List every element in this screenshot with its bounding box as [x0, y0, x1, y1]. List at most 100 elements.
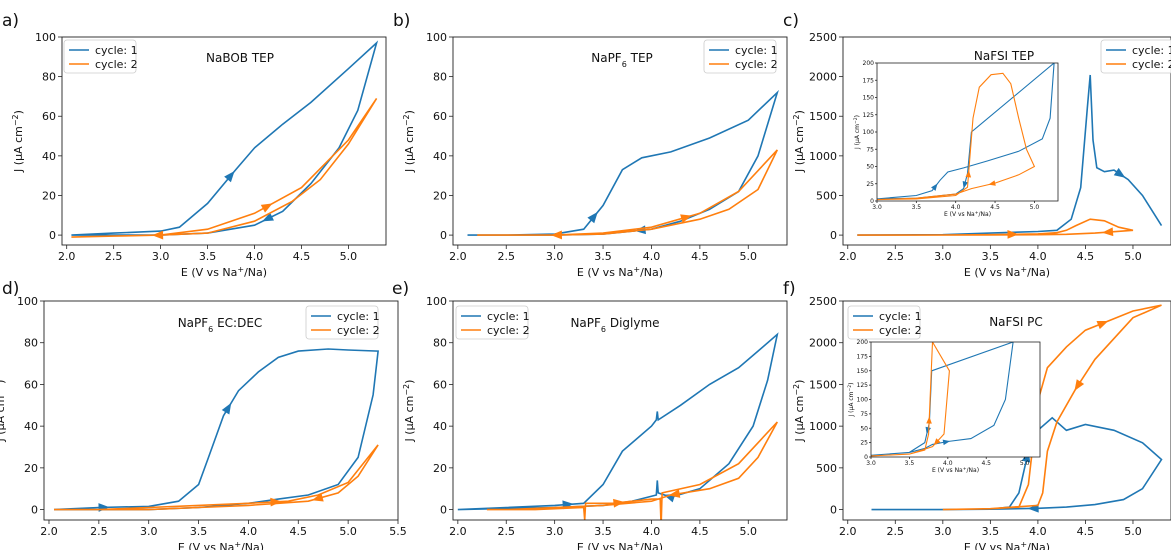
inset-y-tick-label: 50: [866, 164, 874, 171]
panel-e: e) 2.0 2.5 3.0 3.5 4.0 4.5 5.0 0 20 40 60 80 100 E (V …: [392, 279, 788, 550]
x-axis-label: E (V vs Na+/Na): [964, 540, 1050, 550]
y-axis-label: J (μA cm−2): [792, 110, 807, 173]
direction-arrow-cycle-2: [311, 493, 324, 502]
axes-frame: [842, 36, 1171, 246]
y-tick-label: 0: [49, 229, 56, 242]
x-tick-label: 5.0: [1124, 250, 1142, 263]
axes-frame: [842, 300, 1171, 521]
x-tick-label: 5.5: [389, 525, 407, 538]
y-tick-label: 20: [42, 189, 56, 202]
panel-letter: c): [783, 11, 799, 31]
inset-x-tick-label: 4.5: [990, 204, 1000, 211]
series-line-cycle-1: [467, 89, 779, 236]
direction-arrow-cycle-1: [221, 402, 232, 415]
direction-arrow-cycle-2: [550, 230, 563, 240]
y-tick-label: 80: [433, 337, 447, 350]
y-tick-label: 60: [433, 378, 447, 391]
x-tick-label: 3.5: [594, 525, 612, 538]
legend-entry: cycle: 1: [337, 310, 380, 323]
inset-x-tick-label: 3.0: [866, 460, 876, 467]
direction-arrow-cycle-2: [680, 214, 692, 223]
y-tick-label: 100: [426, 295, 447, 308]
direction-arrow-cycle-1: [587, 211, 598, 224]
inset-x-tick-label: 4.5: [981, 460, 991, 467]
y-tick-label: 1500: [809, 378, 837, 391]
series-line-cycle-2: [857, 218, 1134, 236]
inset-direction-arrow-cycle-1: [931, 183, 938, 191]
y-tick-label: 20: [433, 189, 447, 202]
x-tick-label: 4.0: [1029, 250, 1047, 263]
x-tick-label: 2.5: [497, 525, 515, 538]
inset-y-axis-label: J (μA cm−2): [847, 383, 856, 418]
direction-arrow-cycle-2: [668, 489, 681, 498]
inset-x-tick-label: 4.0: [951, 204, 961, 211]
direction-arrow-cycle-2: [270, 497, 282, 507]
y-tick-label: 20: [433, 462, 447, 475]
inset-y-tick-label: 75: [866, 146, 874, 153]
y-tick-label: 2000: [809, 337, 837, 350]
x-tick-label: 3.0: [546, 250, 564, 263]
x-axis-label: E (V vs Na+/Na): [181, 265, 267, 280]
direction-arrow-cycle-1: [1113, 167, 1126, 178]
inset-y-tick-label: 150: [863, 95, 875, 102]
inset-y-tick-label: 125: [863, 112, 875, 119]
x-tick-label: 4.0: [246, 250, 264, 263]
x-tick-label: 5.0: [740, 250, 758, 263]
direction-arrow-cycle-1: [98, 503, 110, 512]
x-tick-label: 2.0: [58, 250, 76, 263]
x-tick-label: 4.0: [240, 525, 258, 538]
inset-x-tick-label: 3.5: [905, 460, 915, 467]
inset-y-tick-label: 200: [863, 60, 875, 67]
y-tick-label: 60: [24, 378, 38, 391]
y-tick-label: 2000: [809, 71, 837, 84]
x-tick-label: 4.5: [293, 250, 311, 263]
direction-arrow-cycle-2: [1074, 379, 1085, 391]
inset-y-axis-label: J (μA cm−2): [853, 115, 862, 150]
inset-plot: 3.0 3.5 4.0 4.5 5.0 0 25 50 75 100 125 150 175 200 E (…: [847, 339, 1041, 474]
x-tick-label: 4.0: [643, 525, 661, 538]
panel-title: NaFSI PC: [989, 315, 1043, 329]
inset-x-axis-label: E (V vs Na+/Na): [932, 466, 979, 475]
inset-y-tick-label: 75: [860, 411, 868, 418]
y-tick-label: 2500: [809, 31, 837, 44]
legend-entry: cycle: 2: [1132, 58, 1171, 71]
inset-y-tick-label: 125: [857, 382, 869, 389]
x-tick-label: 2.5: [105, 250, 123, 263]
panel-a: a) 2.0 2.5 3.0 3.5 4.0 4.5 5.0 0 20 40 60 80 100 E (V …: [2, 11, 387, 280]
y-tick-label: 0: [830, 229, 837, 242]
inset-direction-arrow-cycle-1: [962, 181, 969, 189]
y-axis-label: J (μA cm−2): [792, 380, 807, 443]
inset-y-tick-label: 150: [857, 368, 869, 375]
legend-entry: cycle: 2: [735, 58, 778, 71]
legend-entry: cycle: 2: [879, 324, 922, 337]
direction-arrow-cycle-2: [260, 203, 273, 213]
y-tick-label: 100: [35, 31, 56, 44]
x-axis-label: E (V vs Na+/Na): [178, 540, 264, 550]
x-tick-label: 4.5: [691, 525, 709, 538]
y-tick-label: 40: [433, 420, 447, 433]
y-tick-label: 80: [433, 71, 447, 84]
y-tick-label: 40: [24, 420, 38, 433]
direction-arrow-cycle-1: [262, 212, 274, 222]
direction-arrow-cycle-2: [1096, 320, 1109, 330]
y-tick-label: 100: [17, 295, 38, 308]
legend-entry: cycle: 1: [1132, 44, 1171, 57]
x-tick-label: 4.0: [643, 250, 661, 263]
inset-y-tick-label: 200: [857, 339, 869, 346]
x-tick-label: 5.0: [340, 250, 358, 263]
series-line-cycle-2: [54, 444, 379, 511]
y-tick-label: 80: [42, 71, 56, 84]
x-tick-label: 3.5: [190, 525, 208, 538]
y-axis-label: J (μA cm−2): [0, 380, 7, 443]
y-tick-label: 100: [426, 31, 447, 44]
x-tick-label: 3.0: [934, 250, 952, 263]
y-tick-label: 2500: [809, 295, 837, 308]
panel-title: NaPF6 TEP: [591, 51, 653, 69]
panel-letter: e): [392, 279, 409, 299]
x-tick-label: 2.0: [839, 250, 857, 263]
series-line-cycle-2: [486, 421, 779, 520]
x-tick-label: 3.0: [934, 525, 952, 538]
inset-y-tick-label: 100: [863, 129, 875, 136]
